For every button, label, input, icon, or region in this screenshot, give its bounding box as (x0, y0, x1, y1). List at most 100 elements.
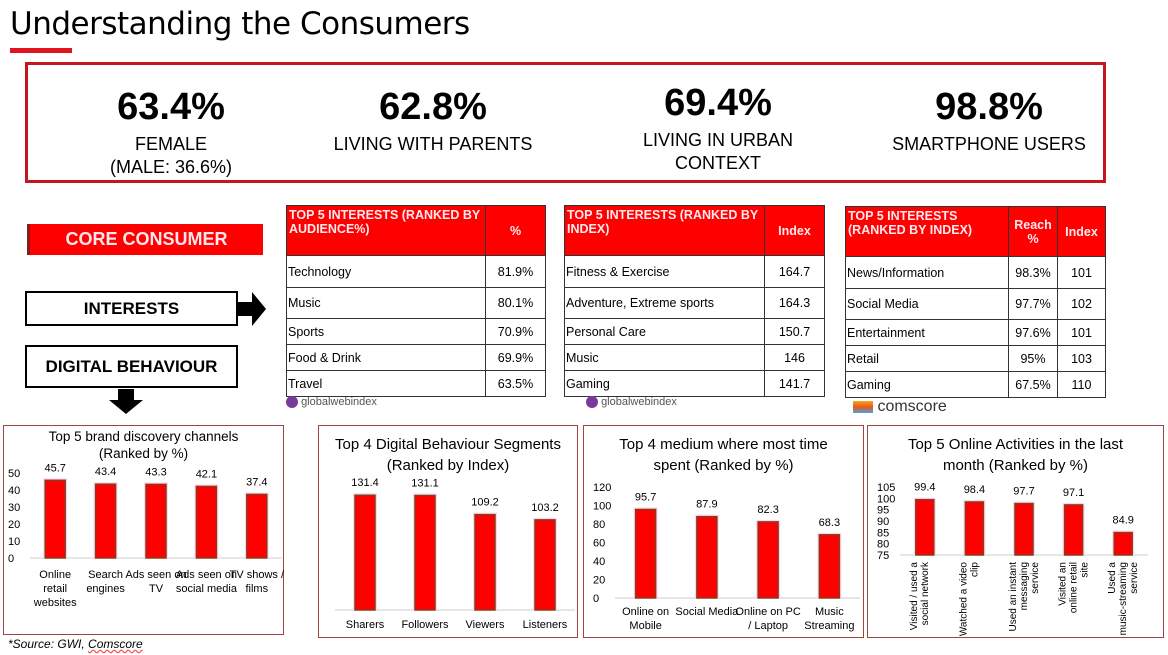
data-label: 42.1 (196, 468, 217, 480)
y-tick-label: 100 (593, 501, 611, 513)
data-label: 95.7 (635, 491, 656, 503)
stat-value: 62.8% (379, 86, 487, 128)
cell: Entertainment (845, 319, 1009, 346)
source-prefix: *Source: GWI, (8, 637, 89, 651)
stat-sub: CONTEXT (674, 153, 761, 173)
y-tick-label: 120 (593, 482, 611, 494)
globalwebindex-logo: globalwebindex (586, 396, 677, 409)
cell: 141.7 (764, 370, 825, 397)
stat-female: 63.4% FEMALE (MALE: 36.6%) (46, 85, 296, 179)
y-tick-label: 60 (593, 538, 605, 550)
interests-table-index: TOP 5 INTERESTS (RANKED BY INDEX) Index F… (564, 205, 825, 397)
category-label: social network (920, 561, 931, 625)
category-label: Visited an (1058, 562, 1069, 606)
category-label: Online on (622, 606, 669, 618)
comscore-logo: comscore (853, 398, 947, 416)
bar (534, 519, 556, 611)
bar (1063, 504, 1084, 556)
chart-title: Top 5 brand discovery channels (Ranked b… (48, 429, 239, 461)
data-label: 87.9 (696, 499, 717, 511)
globalwebindex-logo: globalwebindex (286, 396, 377, 409)
cell: Retail (845, 345, 1009, 372)
table-row: Gaming 141.7 (564, 370, 825, 397)
bar (818, 534, 841, 599)
arrow-down-icon (109, 389, 143, 414)
category-label: TV (149, 583, 164, 595)
cell: 67.5% (1008, 371, 1058, 398)
digital-behaviour-label: DIGITAL BEHAVIOUR (25, 345, 238, 388)
category-label: films (245, 583, 268, 595)
bar (757, 521, 779, 599)
category-label: service (1030, 562, 1041, 594)
category-label: Music (815, 606, 844, 618)
cell: News/Information (845, 256, 1009, 289)
category-label: Social Media (675, 606, 739, 618)
category-label: Used an instant (1008, 562, 1019, 632)
stat-value: 69.4% (664, 82, 772, 124)
stat-smartphone: 98.8% SMARTPHONE USERS (864, 85, 1114, 156)
table-row: Gaming 67.5% 110 (845, 371, 1106, 398)
table-row: Food & Drink 69.9% (286, 344, 546, 371)
cell: 101 (1057, 256, 1106, 289)
y-tick-label: 40 (8, 485, 20, 497)
bar (1113, 531, 1133, 556)
stat-parents: 62.8% LIVING WITH PARENTS (308, 85, 558, 156)
y-tick-label: 0 (593, 593, 599, 605)
table-col-header: Reach % (1008, 206, 1058, 257)
category-label: social media (176, 583, 238, 595)
stat-label: SMARTPHONE USERS (892, 134, 1086, 154)
category-label: site (1080, 562, 1091, 578)
table-row: Travel 63.5% (286, 370, 546, 397)
cell: 102 (1057, 288, 1106, 320)
interests-table-comscore: TOP 5 INTERESTS (RANKED BY INDEX) Reach %… (845, 206, 1106, 398)
stat-urban: 69.4% LIVING IN URBAN CONTEXT (593, 81, 843, 175)
table-row: Social Media 97.7% 102 (845, 288, 1106, 320)
bar (634, 508, 657, 599)
stats-panel: 63.4% FEMALE (MALE: 36.6%) 62.8% LIVING WIT… (25, 62, 1106, 183)
category-label: clip (969, 562, 980, 577)
table-row: Personal Care 150.7 (564, 318, 825, 345)
data-label: 131.4 (351, 477, 379, 489)
category-label: online retail (1069, 562, 1080, 613)
table-row: Sports 70.9% (286, 318, 546, 345)
category-label: / Laptop (748, 620, 788, 632)
category-label: Ads seen on (176, 569, 237, 581)
source-note: *Source: GWI, Comscore (8, 637, 143, 651)
cell: Gaming (845, 371, 1009, 398)
category-label: Watched a video (958, 562, 969, 637)
chart-title: Top 4 medium where most time spent (Rank… (619, 436, 828, 474)
cell: Gaming (564, 370, 765, 397)
chart-title: Top 4 Digital Behaviour Segments (Ranked… (335, 436, 561, 474)
y-tick-label: 75 (877, 550, 889, 562)
stat-value: 98.8% (935, 86, 1043, 128)
category-label: Visited / used a (909, 562, 920, 631)
category-label: Search (88, 569, 123, 581)
data-label: 99.4 (914, 482, 935, 494)
category-label: Mobile (629, 620, 661, 632)
y-tick-label: 50 (8, 468, 20, 480)
y-tick-label: 80 (877, 539, 889, 551)
stat-label: LIVING IN URBAN (642, 130, 794, 150)
logo-text: globalwebindex (601, 396, 677, 408)
y-tick-label: 105 (877, 482, 895, 494)
category-label: Sharers (346, 619, 385, 631)
bar (414, 494, 436, 611)
logo-text: comscore (877, 398, 947, 415)
data-label: 131.1 (411, 478, 439, 490)
data-label: 97.1 (1063, 487, 1084, 499)
cell: 146 (764, 344, 825, 371)
cell: 97.7% (1008, 288, 1058, 320)
y-tick-label: 100 (877, 493, 895, 505)
y-tick-label: 10 (8, 536, 20, 548)
data-label: 97.7 (1013, 486, 1034, 498)
data-label: 82.3 (757, 504, 778, 516)
table-row: Adventure, Extreme sports 164.3 (564, 287, 825, 319)
category-label: service (1129, 562, 1140, 594)
cell: 150.7 (764, 318, 825, 345)
data-label: 68.3 (819, 517, 840, 529)
table-header: TOP 5 INTERESTS (RANKED BY AUDIENCE%) (286, 205, 486, 256)
title-underline (10, 48, 72, 53)
bar (94, 483, 117, 559)
category-label: websites (33, 597, 77, 609)
